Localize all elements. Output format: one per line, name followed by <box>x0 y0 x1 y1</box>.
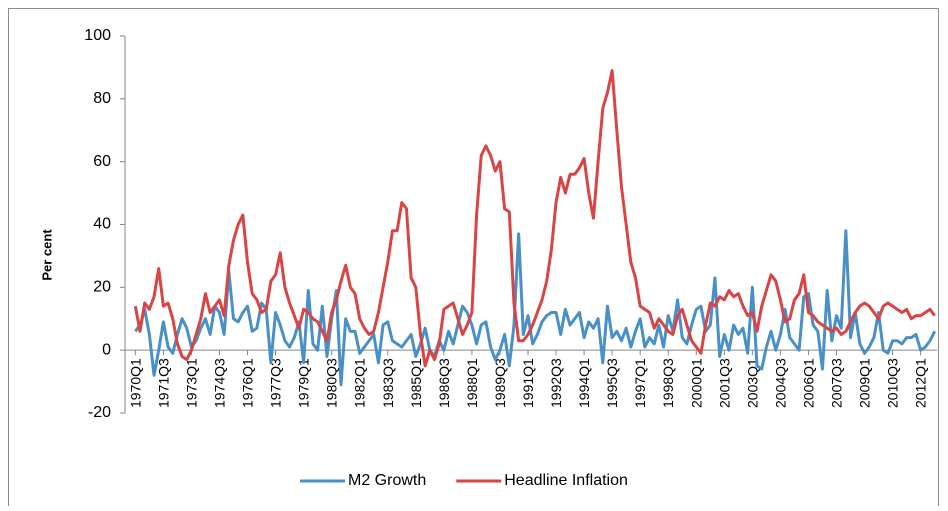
x-tick-label: 1986Q3 <box>436 358 452 408</box>
x-tick-label: 1992Q3 <box>548 358 564 408</box>
data-line <box>133 69 936 368</box>
x-tick-label: 2007Q3 <box>829 358 845 408</box>
x-tick-label: 1973Q1 <box>183 358 199 408</box>
x-tick-label: 1991Q1 <box>520 358 536 408</box>
x-tick-label: 1983Q3 <box>380 358 396 408</box>
y-tick-label: 100 <box>84 27 111 44</box>
y-tick-label: -20 <box>88 404 111 421</box>
x-tick-label: 1979Q1 <box>296 358 312 408</box>
x-tick-label: 2010Q3 <box>885 358 901 408</box>
x-tick-label: 1997Q1 <box>632 358 648 408</box>
x-tick-label: 1988Q1 <box>464 358 480 408</box>
legend-label: Headline Inflation <box>504 472 628 489</box>
x-tick-label: 2009Q1 <box>857 358 873 408</box>
x-tick-label: 1980Q3 <box>324 358 340 408</box>
x-tick-label: 1994Q1 <box>576 358 592 408</box>
y-tick-label: 40 <box>93 216 111 233</box>
legend-label: M2 Growth <box>348 472 426 489</box>
y-axis-label: Per cent <box>39 229 54 281</box>
x-tick-label: 1977Q3 <box>268 358 284 408</box>
chart-border <box>8 8 939 511</box>
x-tick-label: 1989Q3 <box>492 358 508 408</box>
y-tick-label: 20 <box>93 279 111 296</box>
x-tick-label: 1971Q3 <box>155 358 171 408</box>
x-tick-label: 2012Q1 <box>913 358 929 408</box>
x-tick-label: 1998Q3 <box>660 358 676 408</box>
y-tick-label: 80 <box>93 90 111 107</box>
x-tick-label: 1985Q1 <box>408 358 424 408</box>
y-tick-label: 0 <box>102 341 111 358</box>
x-tick-label: 1970Q1 <box>127 358 143 408</box>
x-tick-label: 1995Q3 <box>604 358 620 408</box>
x-tick-label: 2001Q3 <box>716 358 732 408</box>
x-tick-label: 1982Q1 <box>352 358 368 408</box>
y-tick-label: 60 <box>93 153 111 170</box>
x-tick-label: 2006Q1 <box>800 358 816 408</box>
x-tick-label: 1974Q3 <box>211 358 227 408</box>
x-tick-label: 2000Q1 <box>688 358 704 408</box>
x-tick-label: 2003Q1 <box>744 358 760 408</box>
data-line <box>134 229 937 387</box>
x-tick-label: 2004Q3 <box>772 358 788 408</box>
x-tick-label: 1976Q1 <box>240 358 256 408</box>
